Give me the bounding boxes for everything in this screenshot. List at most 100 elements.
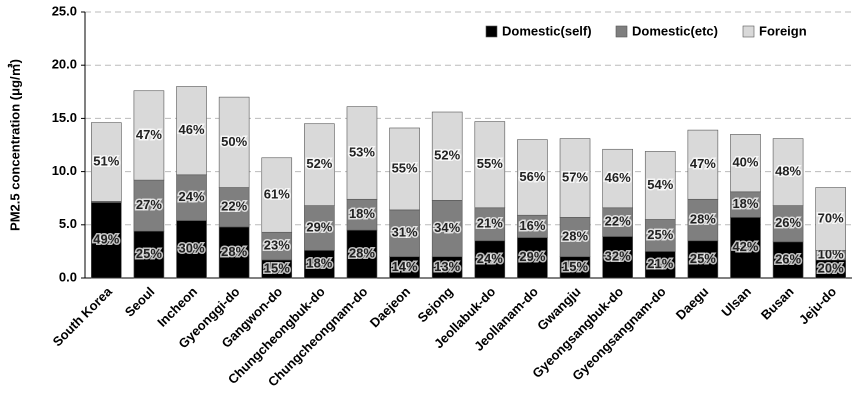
value-label: 52% bbox=[434, 148, 460, 163]
value-label: 27% bbox=[136, 197, 162, 212]
bar-segment bbox=[431, 200, 463, 258]
x-tick-label: Daejeon bbox=[367, 284, 413, 330]
y-tick-label: 20.0 bbox=[52, 57, 77, 72]
value-label: 57% bbox=[562, 169, 588, 184]
value-label: 28% bbox=[690, 211, 716, 226]
bar-segment bbox=[559, 217, 591, 258]
legend-label: Domestic(etc) bbox=[632, 23, 718, 38]
value-label: 55% bbox=[392, 160, 418, 175]
x-tick-label: Jeju-do bbox=[796, 284, 839, 327]
bar-segment bbox=[346, 106, 378, 200]
value-label: 28% bbox=[221, 244, 247, 259]
value-label: 28% bbox=[562, 228, 588, 243]
legend-label: Domestic(self) bbox=[502, 23, 592, 38]
value-label: 40% bbox=[732, 155, 758, 170]
value-label: 18% bbox=[349, 206, 375, 221]
bar-segment bbox=[730, 191, 761, 218]
bar-segment bbox=[176, 174, 207, 221]
value-label: 47% bbox=[136, 127, 162, 142]
value-label: 56% bbox=[519, 169, 545, 184]
bar-segment bbox=[431, 111, 463, 201]
value-label: 51% bbox=[93, 153, 119, 168]
value-label: 18% bbox=[306, 256, 332, 271]
bar-segment bbox=[687, 240, 719, 279]
value-label: 52% bbox=[306, 156, 332, 171]
value-label: 31% bbox=[392, 225, 418, 240]
value-label: 61% bbox=[264, 186, 290, 201]
value-label: 29% bbox=[519, 249, 545, 264]
legend-swatch bbox=[485, 25, 498, 38]
bar-segment bbox=[91, 122, 122, 202]
bar-segment bbox=[133, 90, 165, 181]
value-label: 20% bbox=[818, 260, 844, 275]
value-label: 25% bbox=[690, 251, 716, 266]
bar-segment bbox=[176, 86, 207, 176]
bar-segment bbox=[133, 179, 165, 232]
legend-swatch bbox=[742, 25, 755, 38]
bar-segment bbox=[772, 138, 804, 206]
value-label: 21% bbox=[477, 216, 503, 231]
bar-segment bbox=[772, 205, 804, 243]
y-tick-label: 15.0 bbox=[52, 110, 77, 125]
bar-segment bbox=[346, 229, 378, 279]
value-label: 70% bbox=[818, 210, 844, 225]
bar-segment bbox=[389, 209, 420, 258]
value-label: 30% bbox=[179, 241, 205, 256]
bar-segment bbox=[261, 157, 293, 233]
bar-segment bbox=[218, 187, 250, 228]
value-label: 54% bbox=[647, 177, 673, 192]
value-label: 55% bbox=[477, 156, 503, 171]
legend-swatch bbox=[615, 25, 628, 38]
value-label: 49% bbox=[93, 232, 119, 247]
bar-segment bbox=[176, 220, 207, 279]
bar-segment bbox=[261, 231, 293, 261]
bar-segment bbox=[304, 205, 335, 251]
value-label: 50% bbox=[221, 134, 247, 149]
x-tick-label: Sejong bbox=[414, 284, 455, 325]
y-tick-label: 10.0 bbox=[52, 163, 77, 178]
bar-segment bbox=[730, 134, 761, 193]
value-label: 18% bbox=[732, 196, 758, 211]
y-tick-label: 5.0 bbox=[59, 216, 77, 231]
bar-segment bbox=[517, 139, 548, 216]
value-label: 24% bbox=[179, 189, 205, 204]
value-label: 32% bbox=[605, 249, 631, 264]
value-label: 22% bbox=[605, 214, 631, 229]
value-label: 42% bbox=[732, 239, 758, 254]
value-label: 34% bbox=[434, 220, 460, 235]
bar-segment bbox=[474, 121, 506, 209]
bar-segment bbox=[218, 96, 250, 188]
value-label: 53% bbox=[349, 144, 375, 159]
value-label: 29% bbox=[306, 219, 332, 234]
value-label: 25% bbox=[136, 246, 162, 261]
value-label: 13% bbox=[434, 259, 460, 274]
value-label: 15% bbox=[264, 260, 290, 275]
value-label: 26% bbox=[775, 215, 801, 230]
value-label: 28% bbox=[349, 245, 375, 260]
value-label: 15% bbox=[562, 259, 588, 274]
value-label: 48% bbox=[775, 164, 801, 179]
bar-segment bbox=[730, 217, 761, 279]
bar-segment bbox=[644, 151, 676, 220]
value-label: 22% bbox=[221, 199, 247, 214]
y-tick-label: 0.0 bbox=[59, 269, 77, 284]
x-tick-label: Seoul bbox=[122, 284, 158, 320]
bar-segment bbox=[815, 187, 846, 251]
x-tick-label: Busan bbox=[758, 284, 797, 323]
x-tick-label: South Korea bbox=[50, 283, 116, 349]
bar-segment bbox=[602, 148, 633, 209]
y-tick-label: 25.0 bbox=[52, 3, 77, 18]
value-label: 24% bbox=[477, 251, 503, 266]
bar-segment bbox=[474, 240, 506, 279]
bar-segment bbox=[687, 129, 719, 200]
legend-label: Foreign bbox=[759, 23, 807, 38]
y-axis-label: PM2.5 concentration (μg/㎥) bbox=[7, 59, 22, 231]
bar-segment bbox=[602, 207, 633, 237]
bar-segment bbox=[389, 127, 420, 211]
value-label: 26% bbox=[775, 251, 801, 266]
value-label: 21% bbox=[647, 256, 673, 271]
value-label: 46% bbox=[179, 122, 205, 137]
value-label: 23% bbox=[264, 238, 290, 253]
bar-segment bbox=[517, 237, 548, 279]
